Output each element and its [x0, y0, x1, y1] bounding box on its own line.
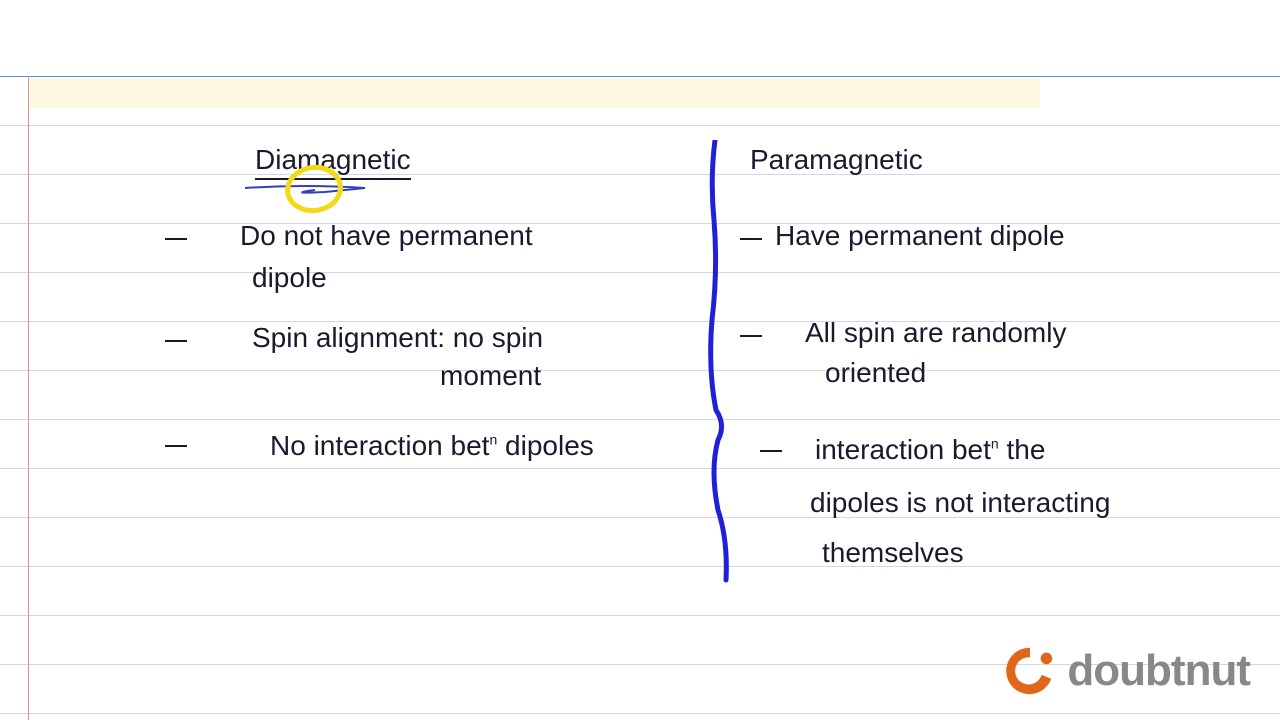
bullet-dash [740, 238, 762, 240]
right-point-2-line2: oriented [825, 355, 926, 391]
right-point-3-line2: dipoles is not interacting [810, 485, 1110, 521]
left-point-1-line2: dipole [252, 260, 327, 296]
bullet-dash [165, 340, 187, 342]
left-point-1-line1: Do not have permanent [240, 218, 533, 254]
bullet-dash [165, 238, 187, 240]
bullet-dash [165, 445, 187, 447]
bullet-dash [760, 450, 782, 452]
doubtnut-icon [1001, 642, 1059, 700]
left-point-2-line1: Spin alignment: no spin [252, 320, 543, 356]
right-point-3-line1: interaction betn the [815, 432, 1045, 468]
notes-content: Diamagnetic Paramagnetic Do not have per… [0, 0, 1280, 720]
right-title: Paramagnetic [750, 142, 923, 178]
right-point-2-line1: All spin are randomly [805, 315, 1066, 351]
right-point-1: Have permanent dipole [775, 218, 1065, 254]
brand-logo: doubtnut [1001, 642, 1250, 700]
title-underline-blue [245, 184, 465, 196]
bullet-dash [740, 335, 762, 337]
left-point-3: No interaction betn dipoles [270, 428, 594, 464]
right-point-3-line3: themselves [822, 535, 964, 571]
left-point-2-line2: moment [440, 358, 541, 394]
logo-text: doubtnut [1067, 646, 1250, 696]
